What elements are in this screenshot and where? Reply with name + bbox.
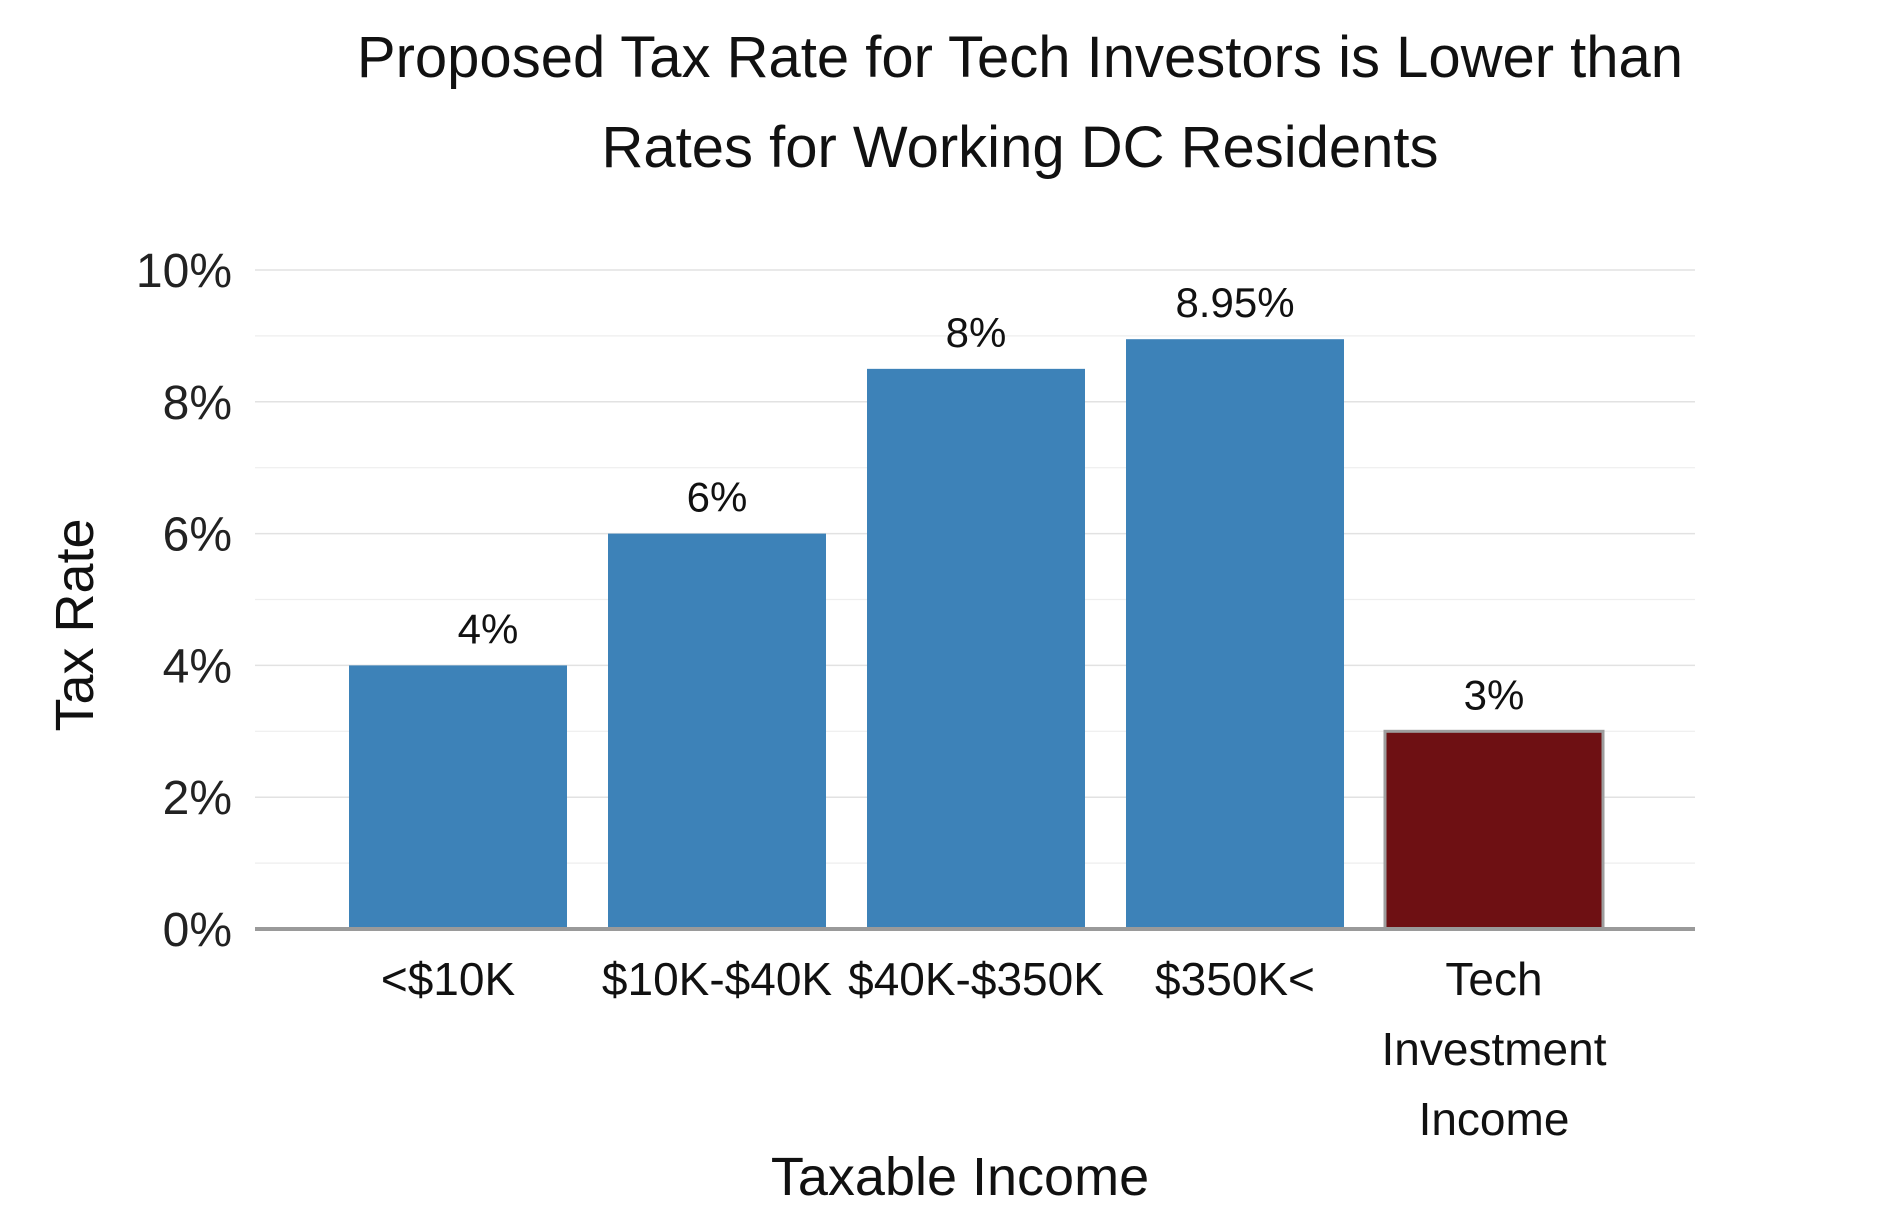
x-tick-label: Tech Investment Income bbox=[1382, 953, 1607, 1145]
y-tick-labels: 0% 2% 4% 6% 8% 10% bbox=[136, 245, 232, 957]
x-tick-labels: <$10K $10K-$40K $40K-$350K $350K< Tech Invest… bbox=[381, 953, 1607, 1145]
title-line: Rates for Working DC Residents bbox=[601, 115, 1438, 180]
bar bbox=[349, 665, 567, 929]
x-axis-label: Taxable Income bbox=[771, 1147, 1149, 1207]
chart-title: Proposed Tax Rate for Tech Investors is … bbox=[357, 25, 1683, 180]
bar bbox=[1383, 729, 1605, 931]
data-label: 6% bbox=[687, 474, 748, 521]
y-tick-label: 6% bbox=[163, 509, 232, 562]
y-tick-label: 10% bbox=[136, 245, 232, 298]
data-label: 4% bbox=[458, 605, 519, 652]
x-tick-label: $10K-$40K bbox=[602, 953, 832, 1005]
bar bbox=[1126, 339, 1344, 929]
y-tick-label: 8% bbox=[163, 377, 232, 430]
y-tick-label: 4% bbox=[163, 640, 232, 693]
bar bbox=[608, 533, 826, 929]
y-tick-label: 0% bbox=[163, 904, 232, 957]
x-tick-label: <$10K bbox=[381, 953, 516, 1005]
data-label: 8.95% bbox=[1175, 279, 1294, 326]
data-labels: 4% 6% 8% 8.95% 3% bbox=[458, 279, 1525, 718]
x-tick-label: $40K-$350K bbox=[848, 953, 1104, 1005]
x-tick-label: $350K< bbox=[1155, 953, 1315, 1005]
data-label: 3% bbox=[1464, 671, 1525, 718]
y-axis-label: Tax Rate bbox=[45, 518, 105, 731]
bar bbox=[867, 368, 1085, 930]
title-line: Proposed Tax Rate for Tech Investors is … bbox=[357, 25, 1683, 90]
data-label: 8% bbox=[946, 309, 1007, 356]
y-tick-label: 2% bbox=[163, 772, 232, 825]
bars bbox=[349, 339, 1605, 931]
